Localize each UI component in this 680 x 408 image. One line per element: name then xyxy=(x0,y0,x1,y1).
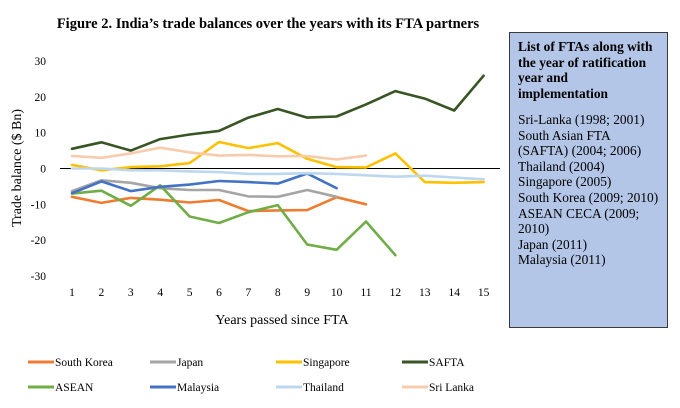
x-tick-label: 1 xyxy=(69,287,75,299)
fta-info-item: Sri-Lanka (1998; 2001) xyxy=(518,112,645,127)
fta-info-item: Malaysia (2011) xyxy=(518,252,606,268)
y-axis-label: Trade balance ($ Bn) xyxy=(10,109,25,227)
x-axis-label: Years passed since FTA xyxy=(215,313,349,328)
series-line-thailand xyxy=(70,167,485,181)
y-tick-label: -30 xyxy=(31,271,47,283)
fta-info-item: Singapore (2005) xyxy=(518,174,612,190)
y-tick-label: 30 xyxy=(35,56,47,68)
chart-title: Figure 2. India’s trade balances over th… xyxy=(57,16,480,32)
fta-info-item: South Korea (2009; 2010) xyxy=(518,189,659,205)
y-tick-label: -10 xyxy=(31,199,47,211)
y-tick-label: 10 xyxy=(35,128,47,140)
series-line-asean xyxy=(70,184,397,257)
x-tick-label: 4 xyxy=(157,287,163,299)
x-tick-label: 3 xyxy=(128,287,134,299)
fta-info-list: Sri-Lanka (1998; 2001) South Asian FTA (… xyxy=(518,112,661,268)
x-tick-label: 9 xyxy=(304,287,310,299)
legend-label-sri-lanka: Sri Lanka xyxy=(429,382,474,394)
x-tick-label: 8 xyxy=(275,287,281,299)
series-line-sri-lanka xyxy=(70,146,368,161)
x-tick-label: 7 xyxy=(246,287,252,299)
fta-info-title: List of FTAs along with the year of rati… xyxy=(518,39,653,101)
x-tick-label: 10 xyxy=(331,287,343,299)
fta-info-item: South Asian FTA (SAFTA) (2004; 2006) xyxy=(518,127,642,159)
y-tick-label: 0 xyxy=(40,164,46,176)
x-tick-label: 6 xyxy=(216,287,222,299)
fta-info-item: Japan (2011) xyxy=(518,236,588,252)
legend-label-asean: ASEAN xyxy=(55,382,94,394)
x-tick-label: 13 xyxy=(419,287,431,299)
series-line-singapore xyxy=(70,140,485,185)
legend-label-malaysia: Malaysia xyxy=(177,382,219,394)
x-tick-label: 12 xyxy=(390,287,402,299)
y-tick-label: -20 xyxy=(31,235,47,247)
x-tick-label: 2 xyxy=(99,287,105,299)
legend-label-south-korea: South Korea xyxy=(55,357,113,369)
legend-label-thailand: Thailand xyxy=(303,382,344,394)
x-tick-label: 5 xyxy=(187,287,193,299)
series-line-safta xyxy=(70,74,485,152)
fta-info-item: Thailand (2004) xyxy=(518,158,605,174)
x-tick-label: 15 xyxy=(478,287,490,299)
x-tick-label: 14 xyxy=(448,287,460,299)
series-line-japan xyxy=(70,179,338,199)
fta-info-item: ASEAN CECA (2009; 2010) xyxy=(518,205,640,237)
legend-label-japan: Japan xyxy=(177,357,203,369)
series-line-malaysia xyxy=(70,172,338,195)
x-tick-label: 11 xyxy=(360,287,371,299)
legend-label-safta: SAFTA xyxy=(429,357,465,369)
legend-label-singapore: Singapore xyxy=(303,357,350,369)
y-tick-label: 20 xyxy=(35,92,47,104)
fta-info-box: List of FTAs along with the year of rati… xyxy=(509,32,668,328)
